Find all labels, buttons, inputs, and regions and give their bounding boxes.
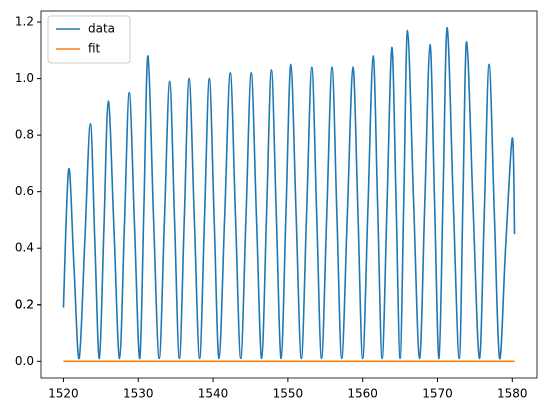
x-tick-label: 1570 [422,387,453,401]
y-tick-label: 0.2 [15,297,34,311]
y-tick-label: 0.2 [15,297,34,311]
x-tick-label: 1520 [48,387,79,401]
y-tick-label: 1.2 [15,15,34,29]
legend-label: fit [88,42,101,56]
x-tick-label: 1540 [198,387,229,401]
legend-box [47,15,131,64]
plot-frame [40,10,538,379]
legend: data fit [47,15,131,64]
y-tick-label: 1.0 [15,71,34,85]
x-tick-label: 1550 [273,387,304,401]
x-tick-label: 1560 [347,387,378,401]
series-line [62,26,516,360]
y-tick-label: 0.4 [15,241,34,255]
x-tick-label: 1580 [497,387,528,401]
y-tick-label: 0.0 [15,354,34,368]
y-tick-label: 0.6 [15,184,34,198]
legend-label: data [88,22,115,36]
y-tick-label: 0.8 [15,128,34,142]
x-tick-label: 1530 [123,387,154,401]
